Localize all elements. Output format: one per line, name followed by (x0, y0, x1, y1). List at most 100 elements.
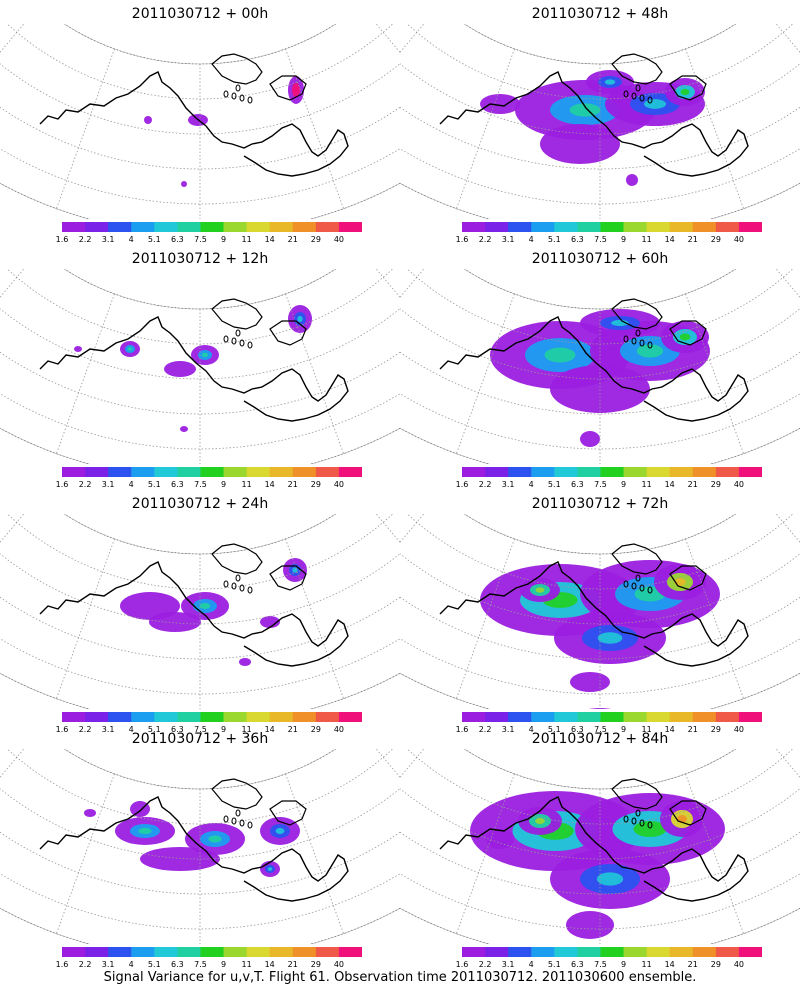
colorbar (62, 712, 362, 722)
colorbar-swatch (646, 712, 671, 722)
coastline-islet (623, 580, 629, 588)
polar-map (0, 24, 400, 219)
colorbar-swatch (269, 467, 294, 477)
variance-peak (633, 821, 667, 837)
colorbar-swatch (177, 712, 201, 722)
colorbar-swatch (108, 712, 132, 722)
colorbar-swatch (154, 947, 178, 957)
meridian-gridline (456, 48, 515, 209)
colorbar-swatch (177, 947, 201, 957)
colorbar-tick-label: 4 (128, 235, 134, 244)
colorbar-swatch (646, 947, 671, 957)
coastline-islet (223, 815, 229, 823)
colorbar-tick-label: 7.5 (594, 235, 607, 244)
colorbar-tick-label: 6.3 (571, 480, 584, 489)
colorbar-tick-label: 6.3 (171, 235, 184, 244)
colorbar-swatch (554, 712, 578, 722)
colorbar-tick-label: 3.1 (101, 960, 115, 969)
coastline-island (669, 565, 707, 591)
colorbar-swatch (338, 467, 362, 477)
coastline-islet (639, 819, 645, 827)
coastline (439, 71, 749, 177)
colorbar-swatch (692, 467, 717, 477)
colorbar-swatch (531, 467, 555, 477)
colorbar-tick-label: 7.5 (194, 725, 207, 734)
variance-peak (275, 827, 285, 835)
panel-title: 2011030712 + 24h (131, 496, 269, 512)
variance-region (570, 672, 610, 692)
colorbar-tick-label: 9 (620, 725, 627, 734)
coastline-island (669, 320, 707, 346)
colorbar-swatch (131, 947, 155, 957)
map-panel-60h: 2011030712 + 60h 1.6 2.2 3.1 4 5.1 6.3 7.5 9 11 1… (400, 245, 800, 490)
figure-caption: Signal Variance for u,v,T. Flight 61. Ob… (103, 970, 697, 985)
meridian-gridline (775, 749, 800, 778)
map-contents (480, 560, 720, 709)
meridian-gridline (0, 24, 25, 53)
colorbar-tick-label: 40 (333, 960, 345, 969)
coastline-island (269, 800, 307, 826)
coastline-islet (223, 90, 229, 98)
colorbar-swatch (715, 712, 740, 722)
coastline-islet (235, 329, 241, 337)
colorbar-tick-label: 14 (264, 725, 275, 734)
colorbar-swatch (177, 467, 201, 477)
panel-title: 2011030712 + 12h (131, 251, 269, 267)
coastline-greenland (611, 543, 663, 575)
map-panel-36h: 2011030712 + 36h 1.6 2.2 3.1 4 5.1 6.3 7.5 9 11 1… (0, 725, 400, 970)
colorbar-tick-label: 11 (241, 235, 252, 244)
variance-peak (644, 99, 666, 109)
meridian-gridline (685, 48, 744, 209)
colorbar-swatch (85, 467, 109, 477)
meridian-gridline (56, 773, 115, 934)
map-contents (470, 791, 725, 939)
colorbar-swatch (154, 712, 178, 722)
colorbar-swatch (623, 467, 648, 477)
variance-region (260, 616, 280, 628)
panel-title: 2011030712 + 84h (531, 731, 669, 747)
colorbar-swatch (646, 467, 671, 477)
colorbar-tick-label: 40 (333, 480, 345, 489)
colorbar-swatch (462, 947, 486, 957)
panel-title: 2011030712 + 48h (531, 6, 669, 22)
variance-peak (636, 344, 664, 358)
colorbar-swatch (692, 222, 717, 232)
map-contents (480, 70, 705, 186)
colorbar-tick-label: 40 (733, 725, 745, 734)
colorbar-tick-label: 5.1 (547, 235, 561, 244)
coastline-islet (247, 341, 253, 349)
map-panel-84h: 2011030712 + 84h 1.6 2.2 3.1 4 5.1 6.3 7.5 9 11 1… (400, 725, 800, 970)
colorbar-swatch (108, 947, 132, 957)
polar-map (400, 24, 800, 219)
colorbar-swatch (85, 947, 109, 957)
colorbar (462, 712, 762, 722)
colorbar-swatch (200, 222, 225, 232)
meridian-gridline (400, 514, 425, 543)
colorbar-swatch (223, 712, 248, 722)
colorbar-swatch (315, 712, 340, 722)
coastline-islet (231, 582, 237, 590)
colorbar-tick-label: 9 (620, 235, 627, 244)
colorbar-swatch (485, 712, 509, 722)
latitude-gridline (6, 749, 394, 825)
colorbar-tick-label: 29 (310, 480, 321, 489)
variance-peak (679, 333, 691, 341)
colorbar-swatch (62, 467, 86, 477)
colorbar-tick-label: 1.6 (455, 725, 469, 734)
colorbar-tick-label: 2.2 (478, 725, 492, 734)
colorbar-tick-label: 29 (710, 960, 721, 969)
colorbar-tick-label: 21 (687, 480, 698, 489)
variance-region (164, 361, 196, 377)
meridian-gridline (456, 773, 515, 934)
map-boundary (0, 269, 400, 464)
latitude-gridline (63, 269, 337, 310)
colorbar (62, 222, 362, 232)
colorbar-tick-label: 29 (310, 960, 321, 969)
coastline-greenland (611, 298, 663, 330)
coastline-islet (239, 339, 245, 347)
colorbar-swatch (200, 947, 225, 957)
variance-peak (535, 817, 545, 825)
colorbar-tick-label: 14 (264, 480, 275, 489)
variance-region (580, 431, 600, 447)
colorbar-tick-label: 29 (710, 725, 721, 734)
